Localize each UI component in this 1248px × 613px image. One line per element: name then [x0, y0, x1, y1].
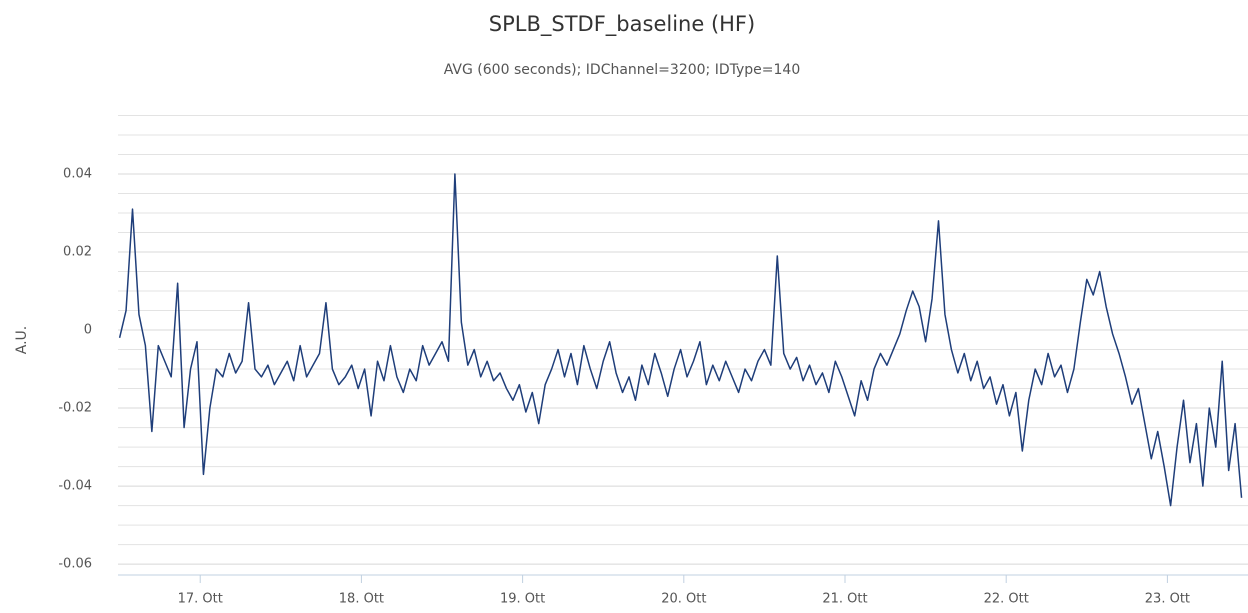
- y-tick-label: 0.04: [63, 167, 92, 182]
- y-tick-label: -0.02: [58, 401, 92, 416]
- x-tick-label: 20. Ott: [661, 592, 706, 607]
- x-tick-label: 23. Ott: [1145, 592, 1190, 607]
- chart-subtitle: AVG (600 seconds); IDChannel=3200; IDTyp…: [444, 62, 800, 78]
- x-tick-label: 18. Ott: [339, 592, 384, 607]
- data-line: [118, 173, 1243, 507]
- y-axis-label: A.U.: [14, 326, 30, 354]
- y-tick-label: -0.04: [58, 479, 92, 494]
- x-tick-label: 17. Ott: [178, 592, 223, 607]
- x-tick-label: 22. Ott: [984, 592, 1029, 607]
- y-tick-label: 0: [84, 323, 92, 338]
- y-tick-label: -0.06: [58, 557, 92, 572]
- y-tick-label: 0.02: [63, 245, 92, 260]
- chart-title: SPLB_STDF_baseline (HF): [489, 12, 755, 37]
- x-tick-label: 21. Ott: [822, 592, 867, 607]
- x-tick-label: 19. Ott: [500, 592, 545, 607]
